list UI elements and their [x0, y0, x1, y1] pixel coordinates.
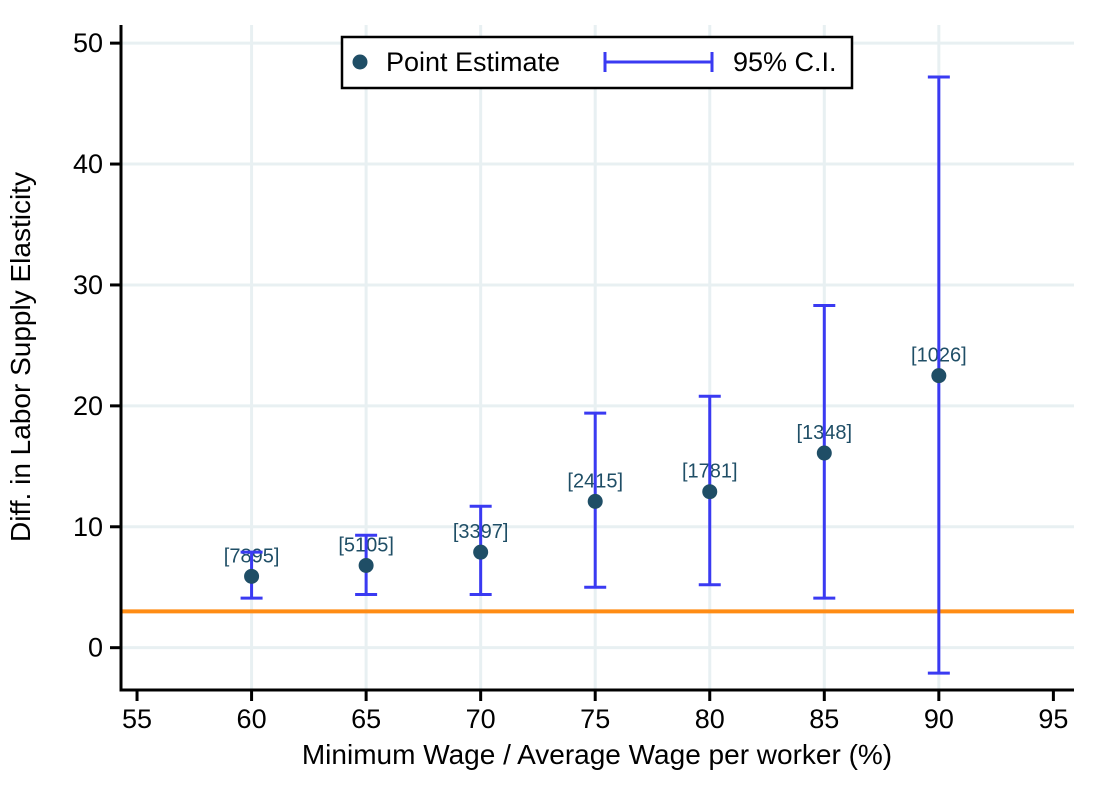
y-tick-label-0: 0: [88, 633, 103, 663]
x-tick-label-95: 95: [1038, 704, 1068, 734]
point-marker-60: [244, 568, 260, 584]
point-marker-80: [702, 484, 718, 500]
y-tick-label-10: 10: [73, 512, 103, 542]
legend-box: [340, 35, 854, 90]
point-marker-85: [816, 445, 832, 461]
x-tick-label-60: 60: [237, 704, 267, 734]
legend: Point Estimate 95% C.I.: [340, 35, 854, 90]
legend-ci-label: 95% C.I.: [733, 47, 837, 77]
x-tick-label-75: 75: [580, 704, 610, 734]
point-markers: [244, 368, 947, 584]
y-tick-label-30: 30: [73, 270, 103, 300]
y-tick-label-40: 40: [73, 149, 103, 179]
x-axis-title: Minimum Wage / Average Wage per worker (…: [302, 739, 892, 770]
x-tick-label-80: 80: [695, 704, 725, 734]
point-marker-70: [473, 544, 489, 560]
x-tick-label-70: 70: [466, 704, 496, 734]
legend-point-marker-icon: [352, 54, 368, 70]
legend-ci-sample-icon: [603, 52, 714, 72]
axes: 0 10 20 30 40 50 55 60 65 70 75 80 85 90 95: [73, 25, 1074, 734]
y-axis-title: Diff. in Labor Supply Elasticity: [5, 172, 36, 542]
point-marker-90: [931, 368, 947, 384]
x-tick-label-90: 90: [924, 704, 954, 734]
legend-point-label: Point Estimate: [386, 47, 560, 77]
point-marker-65: [358, 557, 374, 573]
point-marker-75: [587, 493, 603, 509]
y-tick-label-20: 20: [73, 391, 103, 421]
y-tick-label-50: 50: [73, 28, 103, 58]
x-tick-label-55: 55: [122, 704, 152, 734]
x-tick-label-85: 85: [809, 704, 839, 734]
x-tick-label-65: 65: [351, 704, 381, 734]
